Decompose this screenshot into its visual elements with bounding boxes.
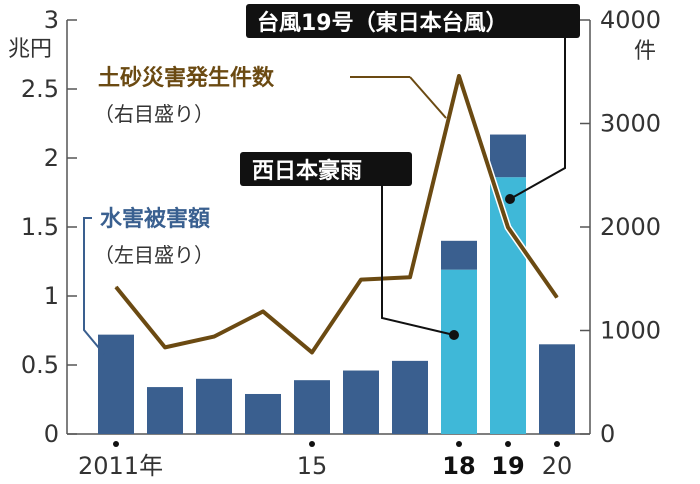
bar-2020 bbox=[539, 344, 575, 434]
line-point-2018 bbox=[458, 75, 460, 77]
line-point-2019 bbox=[507, 226, 509, 228]
right-axis-ticks: 0 1000 2000 3000 4000 bbox=[580, 6, 661, 448]
bar-series-label: 水害被害額 bbox=[100, 206, 210, 232]
left-tick-label: 2 bbox=[44, 144, 59, 172]
right-tick-label: 4000 bbox=[600, 6, 661, 34]
line-point-2014 bbox=[262, 310, 264, 312]
bar-2016 bbox=[343, 370, 379, 434]
bar-series-sublabel: （左目盛り） bbox=[94, 243, 214, 267]
annotation-westjapan-text: 西日本豪雨 bbox=[252, 158, 362, 184]
bar-label-leader bbox=[83, 217, 105, 355]
line-point-2016 bbox=[360, 279, 362, 281]
line-point-2017 bbox=[409, 276, 411, 278]
left-tick-label: 0.5 bbox=[21, 351, 59, 379]
right-axis-unit: 件 bbox=[634, 39, 656, 64]
x-tick-dot bbox=[456, 441, 462, 447]
left-tick-label: 1.5 bbox=[21, 213, 59, 241]
left-tick-label: 2.5 bbox=[21, 75, 59, 103]
x-tick-label: 18 bbox=[442, 452, 475, 480]
bar-2013 bbox=[196, 378, 232, 434]
line-path bbox=[114, 73, 559, 355]
bar-series bbox=[98, 134, 575, 434]
bar-2014 bbox=[245, 393, 281, 434]
annotation-typhoon-box bbox=[246, 4, 580, 38]
left-axis-unit: 兆円 bbox=[8, 37, 52, 62]
annotation-typhoon-marker bbox=[505, 194, 515, 204]
bar-2018-highlight bbox=[441, 269, 477, 434]
x-tick-label: 15 bbox=[297, 452, 328, 480]
right-tick-label: 1000 bbox=[600, 317, 661, 345]
left-tick-label: 1 bbox=[44, 282, 59, 310]
line-point-2012 bbox=[164, 346, 166, 348]
annotation-typhoon-text: 台風19号（東日本台風） bbox=[257, 10, 508, 36]
x-tick-label: 20 bbox=[542, 452, 573, 480]
annotation-typhoon-leader bbox=[509, 38, 566, 200]
bar-2012 bbox=[147, 387, 183, 434]
x-tick-label: 2011年 bbox=[78, 452, 163, 480]
right-tick-label: 0 bbox=[600, 420, 615, 448]
x-tick-dot bbox=[309, 441, 315, 447]
left-tick-label: 0 bbox=[44, 420, 59, 448]
bar-2015 bbox=[294, 380, 330, 434]
x-tick-dot bbox=[113, 441, 119, 447]
annotation-westjapan-marker bbox=[449, 330, 459, 340]
line-series-label: 土砂災害発生件数 bbox=[98, 65, 275, 91]
right-tick-label: 2000 bbox=[600, 213, 661, 241]
line-series-sublabel: （右目盛り） bbox=[94, 102, 214, 126]
annotation-westjapan-leader bbox=[381, 186, 455, 336]
bar-2017 bbox=[392, 360, 428, 434]
x-axis-ticks: 2011年 15 18 19 20 bbox=[78, 441, 572, 480]
left-axis-ticks: 0 0.5 1 1.5 2 2.5 3 bbox=[21, 6, 77, 448]
annotation-westjapan-box bbox=[240, 152, 412, 186]
line-point-2015 bbox=[311, 351, 313, 353]
x-tick-dot bbox=[505, 441, 511, 447]
line-series bbox=[113, 72, 560, 356]
bar-2019-highlight bbox=[490, 177, 526, 434]
line-point-2013 bbox=[213, 336, 215, 338]
right-tick-label: 3000 bbox=[600, 110, 661, 138]
bar-2011 bbox=[98, 334, 134, 434]
line-point-2011 bbox=[115, 286, 117, 288]
line-point-2020 bbox=[556, 296, 558, 298]
x-tick-dot bbox=[554, 441, 560, 447]
line-label-leader-2 bbox=[409, 76, 447, 119]
bar-2018-upper bbox=[441, 240, 477, 270]
bar-2019-upper bbox=[490, 134, 526, 178]
left-tick-label: 3 bbox=[44, 6, 59, 34]
x-tick-label: 19 bbox=[491, 452, 524, 480]
